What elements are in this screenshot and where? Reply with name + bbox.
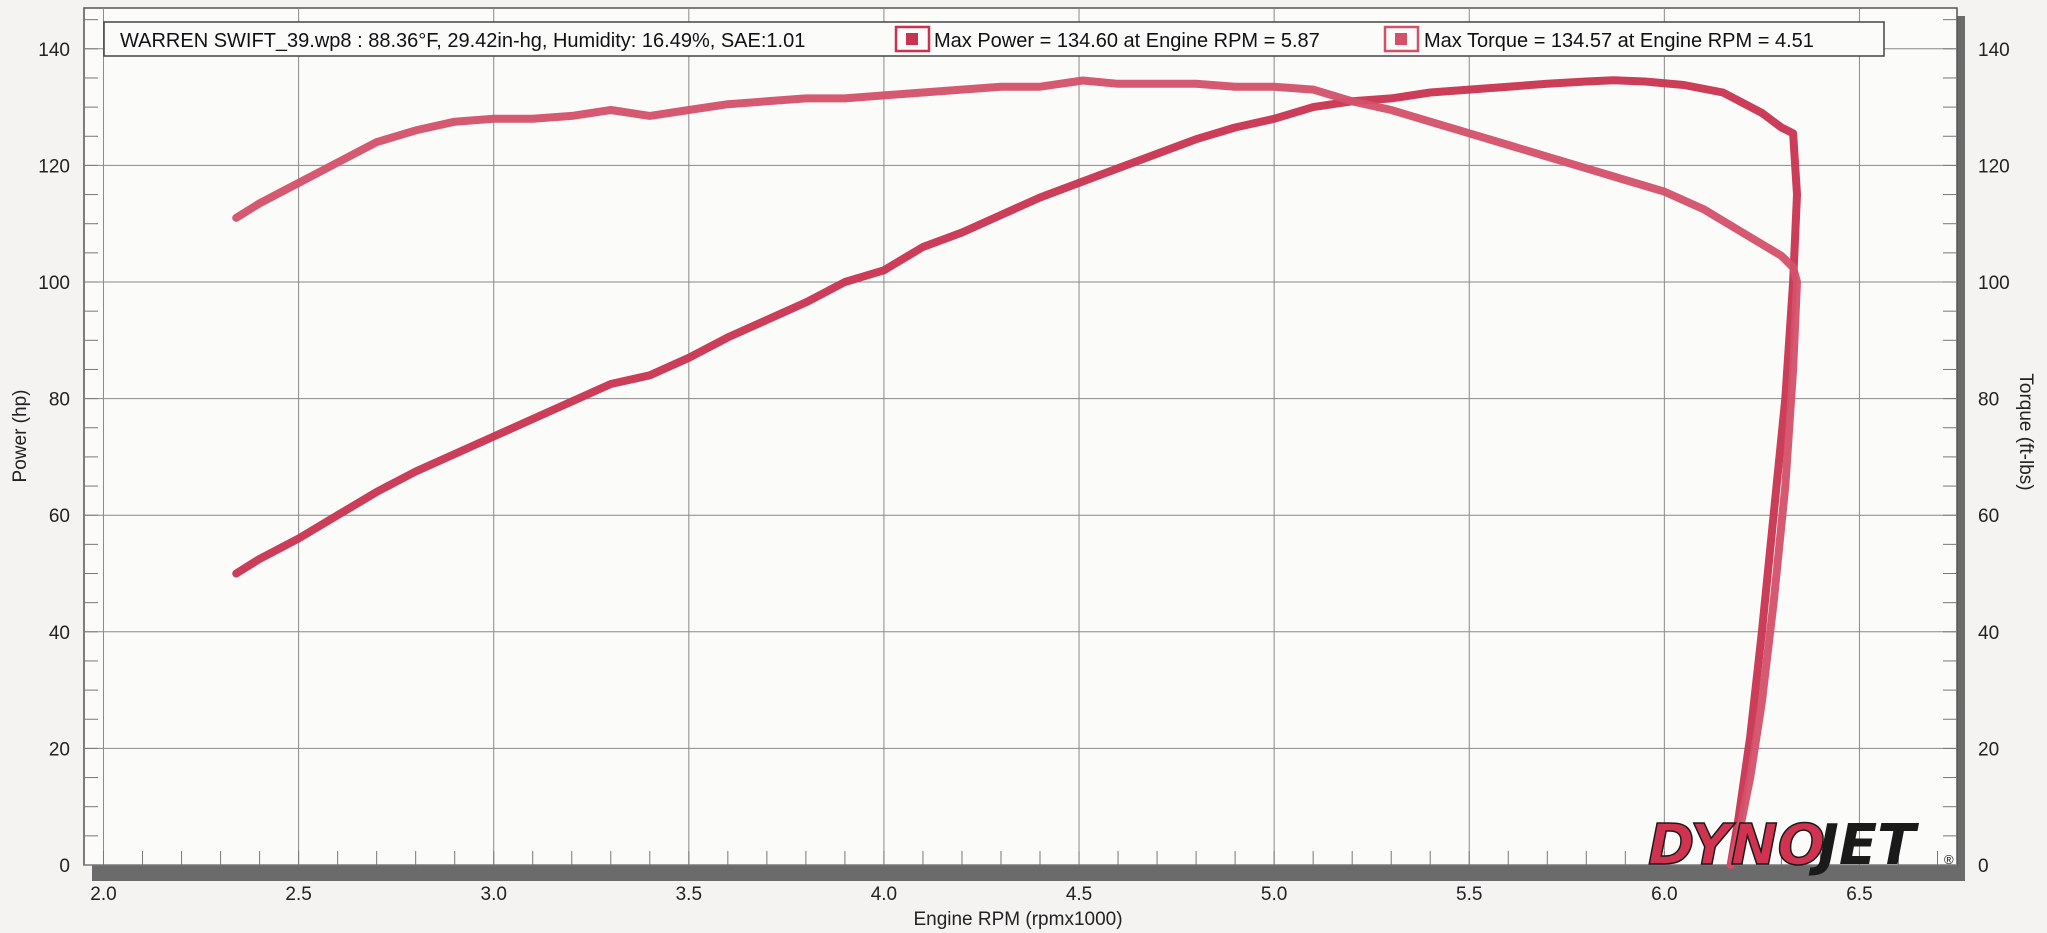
y-tick-label-left: 60	[49, 506, 70, 527]
legend-power-label: Max Power = 134.60 at Engine RPM = 5.87	[934, 30, 1320, 52]
x-tick-label: 2.5	[285, 884, 311, 905]
dynojet-logo: DYNO JET ®	[1647, 812, 1954, 879]
y-tick-label-right: 100	[1978, 273, 2010, 294]
y-tick-label-right: 60	[1978, 506, 1999, 527]
y-tick-labels-left: 0 20 40 60 80 100 120 140	[38, 40, 70, 877]
x-tick-label: 2.0	[90, 884, 116, 905]
y-tick-label-left: 20	[49, 739, 70, 760]
y-tick-label-right: 120	[1978, 156, 2010, 177]
y-tick-labels-right: 0 20 40 60 80 100 120 140	[1978, 40, 2010, 877]
logo-dyno: DYNO	[1648, 813, 1825, 878]
y-tick-label-right: 140	[1978, 40, 2010, 61]
legend-torque-swatch-outer	[1383, 25, 1420, 53]
y-tick-label-left: 140	[38, 40, 70, 61]
x-tick-label: 4.0	[871, 884, 897, 905]
legend-torque-swatch-inner	[1395, 33, 1407, 45]
minor-ticks	[84, 19, 1957, 865]
legend-power-swatch-inner	[906, 33, 918, 45]
legend-torque-label: Max Torque = 134.57 at Engine RPM = 4.51	[1424, 30, 1814, 52]
x-tick-label: 5.0	[1261, 884, 1287, 905]
gridlines	[84, 8, 1957, 866]
legend-power-swatch-outer	[894, 25, 931, 53]
logo-jet: JET	[1808, 813, 1919, 878]
series-layer	[232, 76, 1801, 869]
y-tick-label-right: 0	[1978, 856, 1989, 877]
y-tick-label-right: 40	[1978, 623, 1999, 644]
x-tick-label: 3.5	[676, 884, 702, 905]
x-tick-label: 6.5	[1846, 884, 1872, 905]
y-tick-label-left: 80	[49, 390, 70, 411]
legend: WARREN SWIFT_39.wp8 : 88.36°F, 29.42in-h…	[103, 21, 1885, 57]
torque-curve	[232, 76, 1801, 869]
x-tick-label: 5.5	[1456, 884, 1482, 905]
y-axis-title-left: Power (hp)	[10, 390, 31, 483]
x-tick-labels: 2.0 2.5 3.0 3.5 4.0 4.5 5.0 5.5 6.0 6.5	[90, 884, 1872, 905]
y-tick-label-right: 20	[1978, 739, 1999, 760]
y-axis-title-right: Torque (ft-lbs)	[2015, 373, 2036, 490]
y-tick-label-left: 120	[38, 156, 70, 177]
y-tick-label-right: 80	[1978, 390, 1999, 411]
y-tick-label-left: 100	[38, 273, 70, 294]
y-tick-label-left: 40	[49, 623, 70, 644]
plot-area	[83, 7, 1958, 866]
power-curve	[232, 76, 1801, 869]
x-axis-title: Engine RPM (rpmx1000)	[913, 909, 1122, 930]
legend-run-info: WARREN SWIFT_39.wp8 : 88.36°F, 29.42in-h…	[120, 30, 805, 52]
logo-registered-mark: ®	[1944, 852, 1954, 867]
legend-box	[103, 21, 1885, 57]
x-tick-label: 4.5	[1066, 884, 1092, 905]
y-tick-label-left: 0	[59, 856, 70, 877]
x-tick-label: 6.0	[1651, 884, 1677, 905]
x-tick-label: 3.0	[481, 884, 507, 905]
